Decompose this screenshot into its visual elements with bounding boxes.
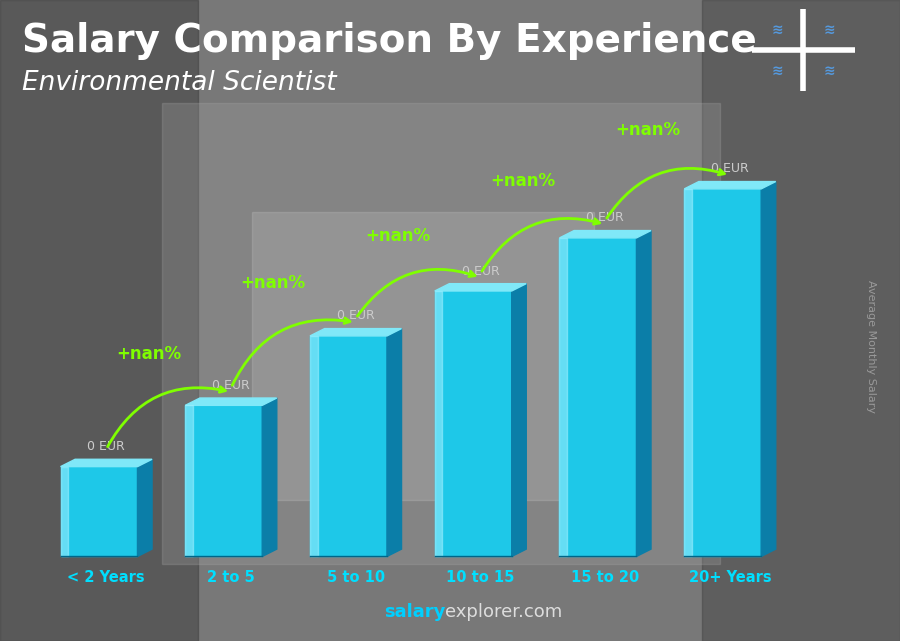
Polygon shape [435,284,526,291]
Polygon shape [60,467,68,556]
Text: 0 EUR: 0 EUR [87,440,125,453]
Polygon shape [185,405,262,556]
Polygon shape [435,291,512,556]
Polygon shape [310,336,318,556]
Text: < 2 Years: < 2 Years [68,570,145,585]
Text: 0 EUR: 0 EUR [462,265,500,278]
Polygon shape [138,459,152,556]
Bar [0,0,198,641]
Polygon shape [435,291,443,556]
Bar [702,0,900,641]
Polygon shape [60,467,138,556]
Polygon shape [560,238,636,556]
Text: 0 EUR: 0 EUR [711,162,749,176]
Polygon shape [560,231,651,238]
Text: +nan%: +nan% [116,345,181,363]
Text: +nan%: +nan% [491,172,555,190]
Polygon shape [310,336,387,556]
Polygon shape [684,189,692,556]
Text: 0 EUR: 0 EUR [212,379,250,392]
Text: Environmental Scientist: Environmental Scientist [22,69,338,96]
Bar [252,212,594,500]
Polygon shape [560,238,567,556]
Text: 10 to 15: 10 to 15 [446,570,515,585]
Text: +nan%: +nan% [365,227,430,245]
Text: ≋: ≋ [824,63,835,78]
Text: ≋: ≋ [824,22,835,37]
Polygon shape [684,189,761,556]
Text: ≋: ≋ [771,63,783,78]
Bar [162,103,720,564]
Polygon shape [512,284,526,556]
Text: 15 to 20: 15 to 20 [572,570,639,585]
Text: explorer.com: explorer.com [446,603,562,621]
Polygon shape [684,181,776,189]
Text: 0 EUR: 0 EUR [587,212,624,224]
Text: ≋: ≋ [771,22,783,37]
Polygon shape [262,398,277,556]
Text: salary: salary [384,603,446,621]
Polygon shape [761,181,776,556]
Text: +nan%: +nan% [240,274,306,292]
Polygon shape [387,329,401,556]
Text: Salary Comparison By Experience: Salary Comparison By Experience [22,22,757,60]
Text: +nan%: +nan% [615,121,680,138]
Polygon shape [60,459,152,467]
Text: 2 to 5: 2 to 5 [207,570,255,585]
Text: 5 to 10: 5 to 10 [327,570,385,585]
Polygon shape [310,329,401,336]
Polygon shape [185,405,193,556]
Text: 20+ Years: 20+ Years [688,570,771,585]
Text: Average Monthly Salary: Average Monthly Salary [866,279,877,413]
Polygon shape [185,398,277,405]
Polygon shape [636,231,651,556]
Text: 0 EUR: 0 EUR [337,310,374,322]
